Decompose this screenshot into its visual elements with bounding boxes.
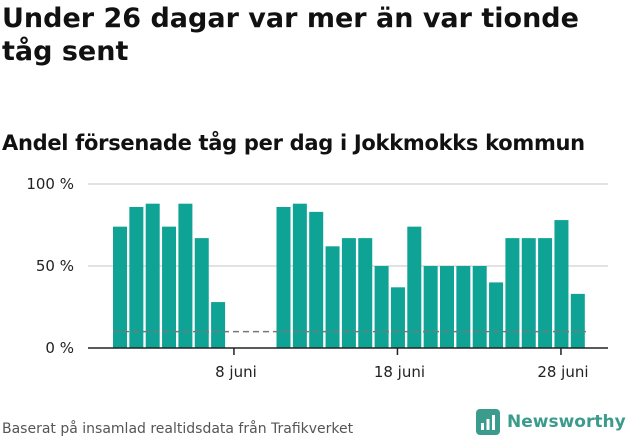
bar <box>341 238 356 348</box>
chart-subtitle: Andel försenade tåg per dag i Jokkmokks … <box>2 131 585 155</box>
bar <box>538 238 553 348</box>
newsworthy-logo: Newsworthy <box>476 408 626 436</box>
source-note: Baserat på insamlad realtidsdata från Tr… <box>2 421 354 437</box>
newsworthy-logo-icon <box>476 409 500 435</box>
bar <box>407 226 422 348</box>
bar <box>489 282 504 348</box>
bar <box>456 266 471 348</box>
bar <box>129 206 144 348</box>
bar <box>325 246 340 348</box>
bar <box>423 266 438 348</box>
bar <box>554 220 569 348</box>
y-axis-labels: 0 % 50 % 100 % <box>26 175 74 357</box>
bars <box>113 203 585 348</box>
chart-title: Under 26 dagar var mer än var tionde tåg… <box>2 3 579 67</box>
bar <box>358 238 373 348</box>
bar <box>390 287 405 348</box>
x-tick-label: 18 juni <box>374 363 425 381</box>
bar <box>570 293 585 348</box>
y-tick-label: 100 % <box>26 175 74 193</box>
bar <box>194 238 209 348</box>
bar <box>472 266 487 348</box>
x-axis <box>88 347 608 355</box>
bar <box>292 203 307 348</box>
x-tick-label: 8 juni <box>215 363 257 381</box>
bar <box>309 211 324 348</box>
y-tick-label: 0 % <box>45 339 74 357</box>
bar <box>440 266 454 348</box>
bar <box>162 226 177 348</box>
bar <box>521 238 536 348</box>
bar <box>211 302 226 348</box>
x-tick-label: 28 juni <box>537 363 588 381</box>
bar <box>374 266 389 348</box>
newsworthy-logo-text: Newsworthy <box>507 412 626 432</box>
bar <box>113 226 127 348</box>
bar <box>505 238 520 348</box>
bar <box>276 206 291 348</box>
bar <box>178 203 193 348</box>
bar <box>145 203 160 348</box>
y-tick-label: 50 % <box>36 257 74 275</box>
x-axis-labels: 8 juni 18 juni 28 juni <box>215 363 588 381</box>
